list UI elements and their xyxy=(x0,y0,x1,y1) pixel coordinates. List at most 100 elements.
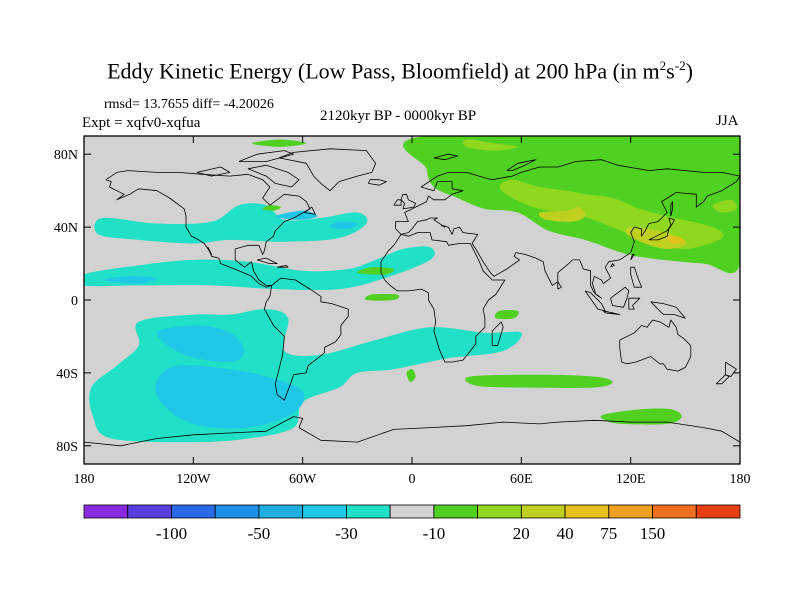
coastline-baffin xyxy=(247,164,300,188)
coastline-japan xyxy=(648,217,675,241)
contour-region-17 xyxy=(600,408,682,425)
coastline-sumatra xyxy=(584,290,606,312)
coastline-antarctica xyxy=(84,416,740,447)
coastline-australia xyxy=(619,319,692,372)
coastline-ellesmere xyxy=(238,150,294,162)
coastline-ireland xyxy=(393,199,402,206)
x-tick-label-5: 120E xyxy=(616,472,646,487)
coastline-iceland xyxy=(367,179,387,186)
x-axis: 180 120W 60W 0 60E 120E 180 xyxy=(74,136,751,487)
colorbar-swatch-7 xyxy=(389,504,435,519)
contour-region-11 xyxy=(262,205,281,211)
coastline-greenland xyxy=(278,148,376,192)
coastline-hainan xyxy=(610,263,615,268)
contour-region-5 xyxy=(155,365,305,429)
coastline-sakhalin xyxy=(670,201,673,217)
coastlines xyxy=(84,148,740,447)
colorbar-swatch-4 xyxy=(258,504,304,519)
coastline-sri-lanka xyxy=(557,281,562,290)
coastline-victoria-island xyxy=(196,166,231,177)
contour-region-13 xyxy=(365,293,400,301)
x-tick-label-0: 180 xyxy=(74,472,95,487)
coastline-madagascar xyxy=(491,321,504,346)
colorbar-swatch-0 xyxy=(83,504,129,519)
y-tick-label-2: 0 xyxy=(71,294,78,309)
x-tick-label-1: 120W xyxy=(176,472,211,487)
colorbar-swatch-10 xyxy=(520,504,566,519)
title-superscript-minus2: -2 xyxy=(674,58,686,73)
colorbar-swatch-13 xyxy=(652,504,697,519)
colorbar-swatch-9 xyxy=(477,504,522,519)
coastline-taiwan xyxy=(630,254,635,261)
contour-region-0 xyxy=(94,203,368,244)
colorbar-label-1: -50 xyxy=(248,524,271,543)
coastline-south-america xyxy=(264,277,349,401)
colorbar-swatch-6 xyxy=(345,504,391,519)
coastline-new-zealand-south xyxy=(715,374,730,385)
y-tick-label-4: 80S xyxy=(56,440,78,455)
coastline-newfoundland xyxy=(304,206,316,215)
contour-region-12 xyxy=(357,267,395,275)
colorbar-swatch-11 xyxy=(564,504,610,519)
colorbar-swatch-12 xyxy=(608,504,653,519)
contour-region-1 xyxy=(84,246,435,291)
y-axis: 80N 40N 0 40S 80S xyxy=(54,148,740,455)
coastline-north-america xyxy=(105,170,311,288)
contour-region-7 xyxy=(329,221,358,230)
contour-region-15 xyxy=(406,369,416,383)
contour-region-20 xyxy=(712,199,737,213)
coastline-borneo xyxy=(610,286,630,308)
title-main: Eddy Kinetic Energy (Low Pass, Bloomfiel… xyxy=(107,58,660,84)
contour-region-10 xyxy=(251,139,307,147)
contour-region-19 xyxy=(463,139,518,151)
coastline-svalbard xyxy=(433,153,458,161)
x-tick-label-3: 0 xyxy=(409,472,416,487)
season-label: JJA xyxy=(716,113,739,129)
title-end: ) xyxy=(685,58,693,84)
contour-region-14 xyxy=(494,310,519,320)
contour-region-3 xyxy=(102,394,139,417)
coastline-europe-asia xyxy=(395,159,740,299)
colorbar-label-0: -100 xyxy=(156,524,187,543)
colorbar-label-3: -10 xyxy=(423,524,446,543)
contour-region-16 xyxy=(465,374,613,388)
title-mid: s xyxy=(666,58,675,84)
colorbar-swatch-3 xyxy=(214,504,260,519)
chart-title: Eddy Kinetic Energy (Low Pass, Bloomfiel… xyxy=(0,58,800,84)
colorbar-label-4: 20 xyxy=(513,524,530,543)
coastline-novaya-zemlya xyxy=(506,159,537,171)
contour-region-4 xyxy=(156,325,245,363)
coastline-java xyxy=(603,310,621,315)
period-label: 2120kyr BP - 0000kyr BP xyxy=(320,108,477,124)
colorbar-label-5: 40 xyxy=(557,524,574,543)
coastline-sulawesi xyxy=(628,297,641,310)
coastline-hispaniola xyxy=(277,265,289,268)
colorbar-swatch-14 xyxy=(695,504,741,519)
experiment-label: Expt = xqfv0-xqfua xyxy=(82,115,201,131)
coastline-philippines xyxy=(630,266,642,288)
colorbar-swatch-1 xyxy=(127,504,172,519)
y-tick-label-1: 40N xyxy=(54,221,78,236)
colorbar: -100 -50 -30 -10 20 40 75 150 xyxy=(83,504,741,543)
colorbar-swatch-5 xyxy=(302,504,347,519)
x-tick-label-6: 180 xyxy=(730,472,751,487)
x-tick-label-4: 60E xyxy=(510,472,533,487)
colorbar-label-6: 75 xyxy=(600,524,617,543)
coastline-new-zealand xyxy=(725,361,737,377)
colorbar-label-2: -30 xyxy=(335,524,358,543)
contour-region-18 xyxy=(499,179,724,250)
contour-region-8 xyxy=(102,276,158,284)
colorbar-swatch-8 xyxy=(433,504,478,519)
colorbar-swatch-2 xyxy=(171,504,216,519)
y-tick-label-0: 80N xyxy=(54,148,78,163)
contour-region-23 xyxy=(666,235,684,244)
title-superscript-2: 2 xyxy=(659,58,667,73)
stats-label: rmsd= 13.7655 diff= -4.20026 xyxy=(104,97,274,112)
contour-region-21 xyxy=(538,206,586,222)
coastline-british-isles xyxy=(400,193,416,210)
colorbar-label-7: 150 xyxy=(640,524,666,543)
y-tick-label-3: 40S xyxy=(56,367,78,382)
coastline-cuba xyxy=(256,257,278,264)
coastline-africa xyxy=(380,232,506,363)
